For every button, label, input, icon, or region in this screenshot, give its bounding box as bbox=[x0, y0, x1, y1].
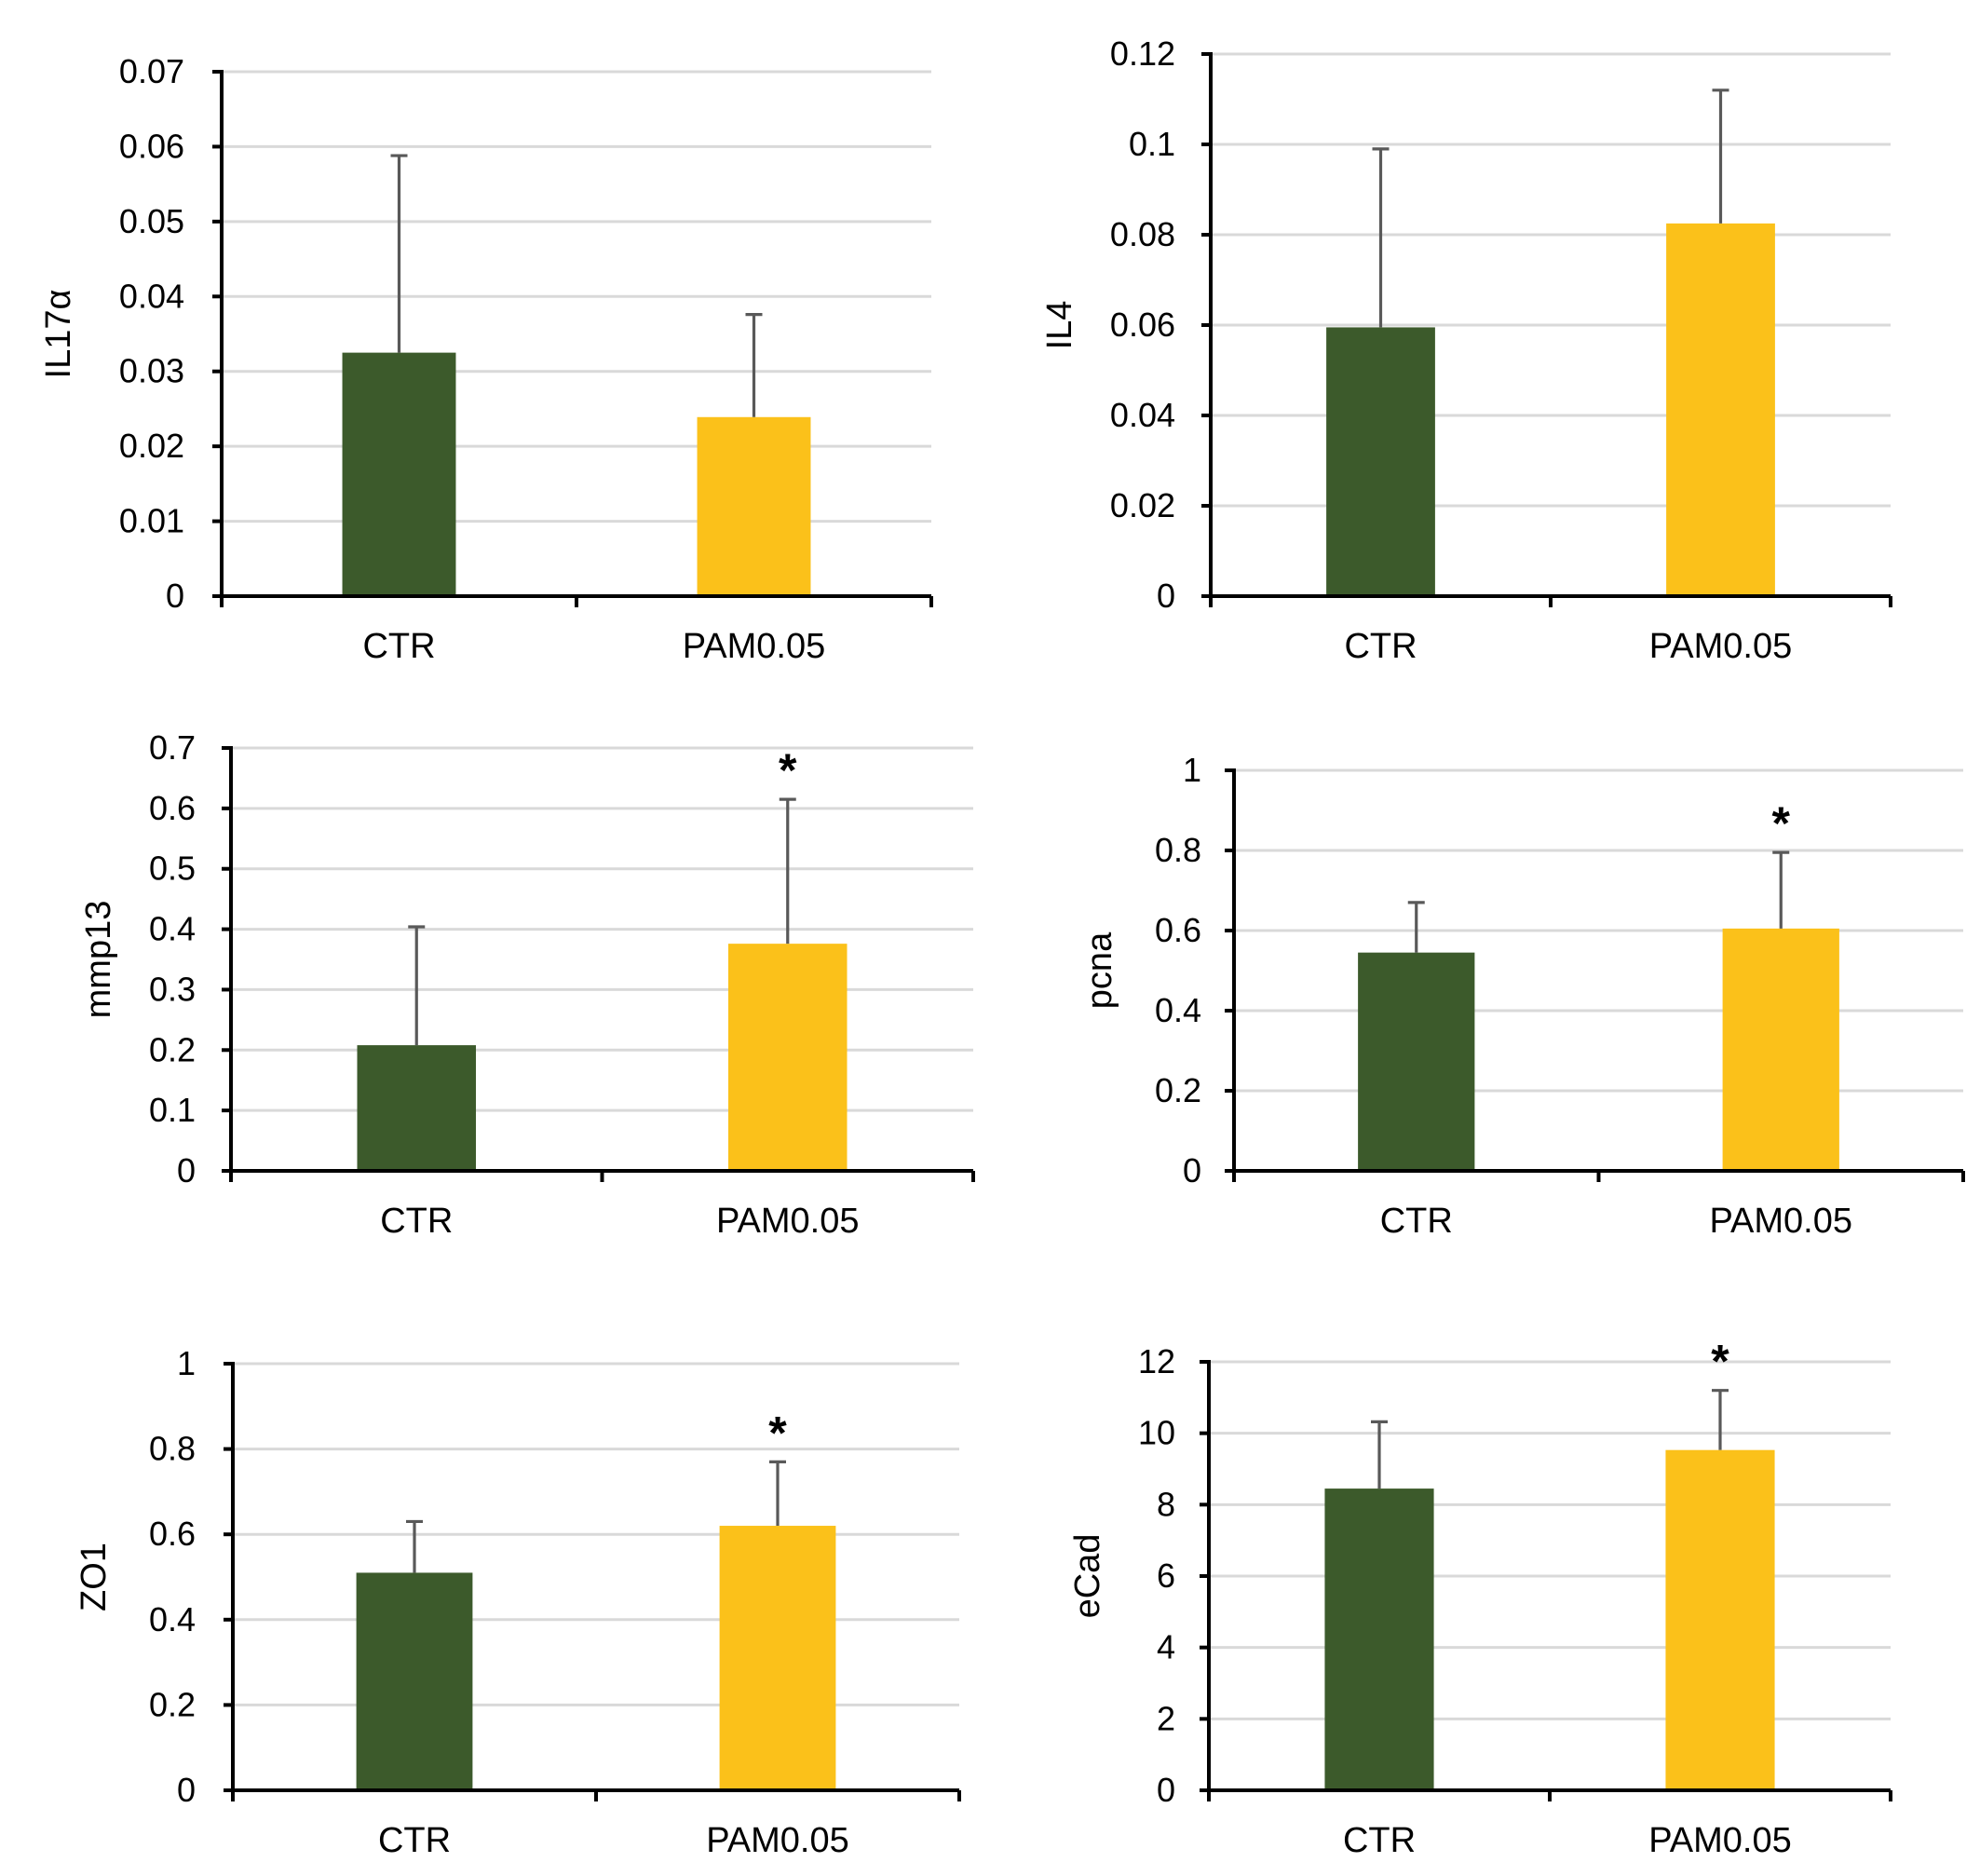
error-bar bbox=[1407, 901, 1425, 953]
y-axis-label: IL4 bbox=[1040, 301, 1079, 350]
error-bar bbox=[1772, 850, 1790, 929]
y-tick-label: 0.4 bbox=[149, 910, 196, 948]
y-tick-label: 0.02 bbox=[119, 427, 184, 465]
x-tick-label: PAM0.05 bbox=[683, 627, 825, 666]
significance-marker: * bbox=[768, 1407, 787, 1459]
y-tick-label: 6 bbox=[1157, 1557, 1175, 1595]
chart-panel-1: 0 0.01 0.02 0.03 0.04 0.05 0.06 0.07 CTR PAM0.05 I… bbox=[39, 52, 933, 666]
x-tick-label: CTR bbox=[1343, 1821, 1416, 1860]
chart-panel-5: 0 0.2 0.4 0.6 0.8 1 CTR * PAM0.05 ZO1 bbox=[75, 1344, 961, 1860]
y-tick-label: 1 bbox=[177, 1344, 196, 1382]
bar-ctr bbox=[1358, 952, 1475, 1171]
y-tick-label: 8 bbox=[1157, 1485, 1175, 1523]
y-tick-label: 0.04 bbox=[119, 277, 184, 315]
y-tick-label: 0.02 bbox=[1110, 486, 1175, 524]
significance-marker: * bbox=[779, 744, 797, 796]
error-bar bbox=[1372, 147, 1390, 328]
error-bar bbox=[1712, 88, 1729, 224]
x-tick-label: PAM0.05 bbox=[1648, 1821, 1791, 1860]
bar-ctr bbox=[342, 352, 456, 596]
y-tick-label: 0.8 bbox=[149, 1430, 196, 1468]
y-tick-label: 0.06 bbox=[1110, 306, 1175, 344]
x-tick-label: CTR bbox=[380, 1202, 453, 1241]
y-tick-label: 0.3 bbox=[149, 970, 196, 1008]
bar-ctr bbox=[1324, 1489, 1434, 1790]
error-bar bbox=[408, 925, 426, 1046]
x-tick-label: CTR bbox=[378, 1821, 451, 1860]
y-tick-label: 0.2 bbox=[1155, 1071, 1201, 1109]
y-axis-label: pcna bbox=[1080, 931, 1119, 1009]
y-axis-label: mmp13 bbox=[79, 901, 118, 1019]
significance-marker: * bbox=[1772, 797, 1791, 850]
chart-panel-6: 0 2 4 6 8 10 12 CTR * PAM0.05 eCad bbox=[1068, 1336, 1892, 1860]
y-tick-label: 0.06 bbox=[119, 127, 184, 165]
x-tick-label: PAM0.05 bbox=[716, 1202, 859, 1241]
y-tick-label: 0 bbox=[1157, 1771, 1175, 1809]
chart-panel-4: 0 0.2 0.4 0.6 0.8 1 CTR * PAM0.05 pcna bbox=[1080, 751, 1965, 1241]
chart-panel-3: 0 0.1 0.2 0.3 0.4 0.5 0.6 0.7 CTR * PAM0.05 mmp13 bbox=[79, 728, 975, 1241]
bar-pam005 bbox=[1665, 1449, 1775, 1790]
x-tick-label: PAM0.05 bbox=[706, 1821, 848, 1860]
y-tick-label: 0.07 bbox=[119, 52, 184, 90]
y-tick-label: 0.2 bbox=[149, 1685, 196, 1723]
y-axis-label: IL17α bbox=[39, 290, 78, 379]
y-tick-label: 0.8 bbox=[1155, 831, 1201, 869]
bar-pam005 bbox=[727, 944, 848, 1171]
x-tick-label: CTR bbox=[1380, 1202, 1453, 1241]
y-tick-label: 0 bbox=[177, 1771, 196, 1809]
y-tick-label: 4 bbox=[1157, 1628, 1175, 1666]
y-tick-label: 0.4 bbox=[149, 1600, 196, 1638]
x-tick-label: CTR bbox=[1344, 627, 1417, 666]
y-axis-label: eCad bbox=[1068, 1534, 1107, 1619]
y-tick-label: 2 bbox=[1157, 1699, 1175, 1737]
error-bar bbox=[390, 154, 408, 353]
x-tick-label: CTR bbox=[362, 627, 435, 666]
y-tick-label: 0.12 bbox=[1110, 34, 1175, 73]
y-tick-label: 0.1 bbox=[1129, 125, 1175, 163]
y-tick-label: 0.5 bbox=[149, 850, 196, 888]
y-tick-label: 0 bbox=[1183, 1151, 1201, 1189]
y-tick-label: 0.2 bbox=[149, 1030, 196, 1068]
y-tick-label: 0.05 bbox=[119, 202, 184, 240]
error-bar bbox=[779, 797, 796, 945]
bar-ctr bbox=[356, 1572, 473, 1790]
y-tick-label: 0.4 bbox=[1155, 991, 1201, 1029]
y-tick-label: 0 bbox=[1157, 577, 1175, 615]
error-bar bbox=[1712, 1389, 1729, 1450]
y-tick-label: 0.1 bbox=[149, 1091, 196, 1129]
y-tick-label: 0.6 bbox=[1155, 911, 1201, 949]
y-tick-label: 0.04 bbox=[1110, 396, 1175, 434]
y-tick-label: 10 bbox=[1138, 1414, 1175, 1452]
y-tick-label: 0.03 bbox=[119, 352, 184, 390]
error-bar bbox=[1371, 1420, 1388, 1489]
y-tick-label: 0.01 bbox=[119, 502, 184, 540]
y-tick-label: 1 bbox=[1183, 751, 1201, 789]
y-axis-label: ZO1 bbox=[75, 1543, 114, 1611]
y-tick-label: 0 bbox=[166, 577, 184, 615]
bar-ctr bbox=[357, 1045, 477, 1171]
y-tick-label: 0 bbox=[177, 1151, 196, 1189]
error-bar bbox=[406, 1519, 423, 1573]
y-tick-label: 12 bbox=[1138, 1342, 1175, 1380]
y-tick-label: 0.6 bbox=[149, 789, 196, 827]
error-bar bbox=[745, 312, 763, 417]
x-tick-label: PAM0.05 bbox=[1710, 1202, 1852, 1241]
bar-pam005 bbox=[719, 1526, 836, 1790]
bar-ctr bbox=[1326, 327, 1435, 596]
x-tick-label: PAM0.05 bbox=[1649, 627, 1792, 666]
chart-panel-2: 0 0.02 0.04 0.06 0.08 0.1 0.12 CTR PAM0.05 IL4 bbox=[1040, 34, 1892, 666]
error-bar bbox=[769, 1460, 786, 1527]
y-tick-label: 0.6 bbox=[149, 1515, 196, 1553]
significance-marker: * bbox=[1711, 1336, 1729, 1388]
y-tick-label: 0.7 bbox=[149, 728, 196, 767]
bar-pam005 bbox=[697, 416, 811, 596]
bar-pam005 bbox=[1666, 223, 1775, 596]
bar-pam005 bbox=[1722, 928, 1839, 1171]
y-tick-label: 0.08 bbox=[1110, 215, 1175, 253]
